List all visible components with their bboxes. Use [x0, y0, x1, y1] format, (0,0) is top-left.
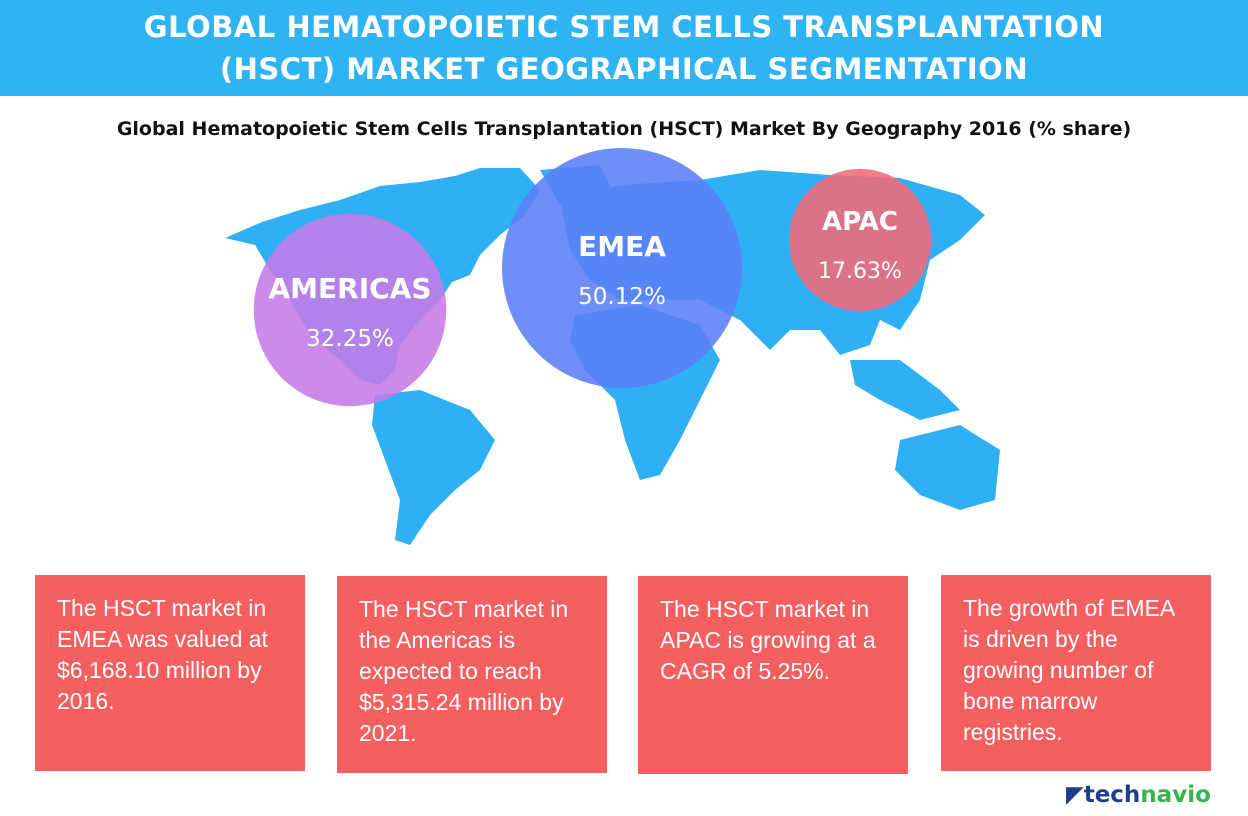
chart-title: Global Hematopoietic Stem Cells Transpla… — [116, 118, 1132, 140]
technavio-logo: ◤technavio — [1066, 782, 1211, 808]
bubble-value-americas: 32.25% — [306, 326, 394, 352]
bubble-emea — [502, 148, 742, 388]
south-america — [372, 390, 495, 545]
info-box-apac-cagr: The HSCT market in APAC is growing at a … — [638, 576, 908, 774]
info-box-emea-growth: The growth of EMEA is driven by the grow… — [941, 575, 1211, 771]
bubble-americas — [253, 213, 447, 407]
info-box-emea-value: The HSCT market in EMEA was valued at $6… — [35, 575, 305, 771]
bubble-label-americas: AMERICAS — [268, 272, 431, 305]
header-banner: GLOBAL HEMATOPOIETIC STEM CELLS TRANSPLA… — [0, 0, 1248, 96]
australia — [895, 425, 1000, 510]
header-title-line1: GLOBAL HEMATOPOIETIC STEM CELLS TRANSPLA… — [143, 10, 1105, 44]
bubble-apac — [788, 168, 932, 312]
logo-arrow-icon: ◤ — [1066, 782, 1084, 808]
bubble-label-emea: EMEA — [578, 230, 666, 263]
southeast-asia — [850, 360, 960, 420]
bubble-label-apac: APAC — [822, 207, 898, 237]
bubble-value-apac: 17.63% — [818, 259, 902, 284]
info-box-americas-forecast: The HSCT market in the Americas is expec… — [337, 576, 607, 773]
bubble-value-emea: 50.12% — [578, 284, 666, 310]
header-title-line2: (HSCT) MARKET GEOGRAPHICAL SEGMENTATION — [219, 52, 1029, 86]
